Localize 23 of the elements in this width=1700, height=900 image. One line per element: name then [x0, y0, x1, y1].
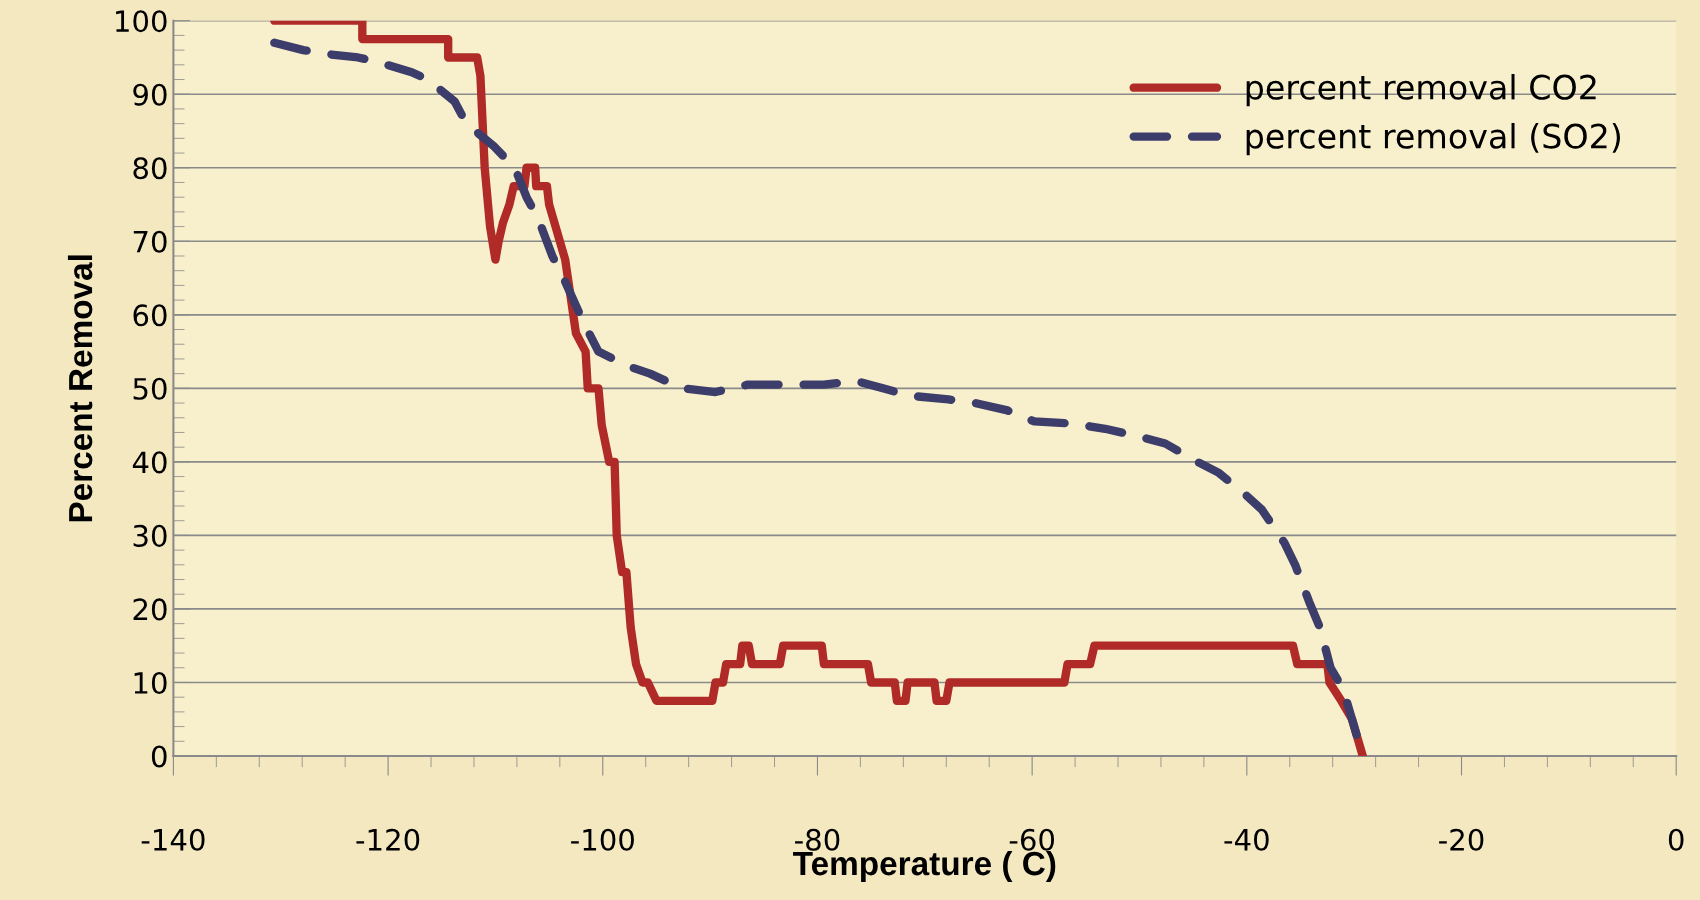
x-tick-label: 0 [1668, 828, 1684, 851]
y-tick-label: 50 [133, 377, 167, 400]
y-tick-label: 100 [116, 10, 167, 33]
y-tick-label: 80 [133, 157, 167, 180]
y-tick-label: 90 [133, 83, 167, 106]
x-tick-label: -100 [571, 828, 634, 851]
y-tick-label: 40 [132, 451, 167, 474]
x-tick-label: -120 [356, 828, 420, 851]
legend-label: percent removal CO2 [1246, 74, 1596, 107]
x-axis-title: Temperature ( C) [793, 850, 1056, 882]
x-tick-label: -20 [1439, 828, 1484, 851]
y-tick-label: 70 [133, 230, 167, 253]
x-tick-label: -80 [795, 828, 840, 851]
legend-label: percent removal (SO2) [1246, 122, 1620, 156]
y-tick-label: 60 [133, 304, 167, 327]
y-tick-label: 30 [133, 524, 167, 547]
x-tick-label: -140 [141, 828, 205, 851]
y-tick-label: 10 [134, 671, 167, 694]
y-tick-label: 0 [151, 745, 167, 768]
y-tick-label: 20 [133, 598, 167, 621]
x-tick-label: -40 [1224, 828, 1269, 851]
x-tick-label: -60 [1009, 828, 1055, 851]
y-axis-title: Percent Removal [67, 255, 93, 522]
